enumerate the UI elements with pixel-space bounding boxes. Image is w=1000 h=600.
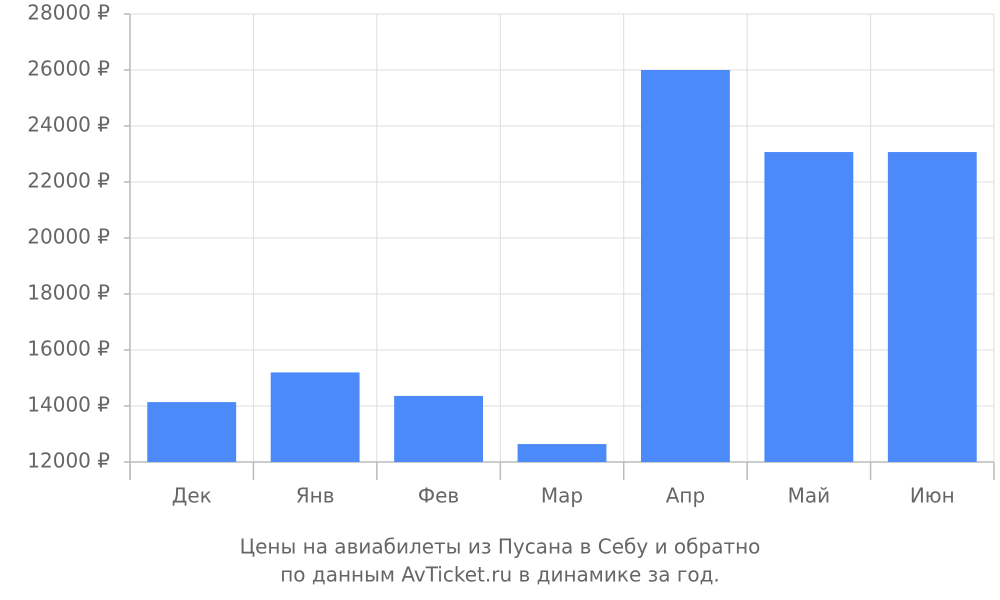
y-tick-label: 22000 ₽ <box>27 169 110 193</box>
bar <box>764 152 854 463</box>
x-tick-label: Фев <box>418 484 459 508</box>
bar <box>887 152 977 463</box>
x-tick-label: Апр <box>666 484 705 508</box>
y-tick-label: 12000 ₽ <box>27 449 110 473</box>
chart-subtitle: по данным AvTicket.ru в динамике за год. <box>280 563 720 587</box>
bar <box>270 372 360 462</box>
x-tick-label: Июн <box>910 484 955 508</box>
x-tick-label: Май <box>788 484 831 508</box>
y-tick-label: 28000 ₽ <box>27 1 110 25</box>
y-tick-label: 18000 ₽ <box>27 281 110 305</box>
y-tick-label: 26000 ₽ <box>27 57 110 81</box>
y-tick-label: 20000 ₽ <box>27 225 110 249</box>
bar <box>640 70 730 462</box>
x-tick-label: Янв <box>296 484 335 508</box>
y-tick-label: 24000 ₽ <box>27 113 110 137</box>
bar <box>394 395 484 462</box>
x-tick-label: Дек <box>172 484 212 508</box>
y-tick-label: 16000 ₽ <box>27 337 110 361</box>
y-tick-label: 14000 ₽ <box>27 393 110 417</box>
bar <box>147 402 237 462</box>
bar <box>517 444 607 462</box>
chart-title: Цены на авиабилеты из Пусана в Себу и об… <box>240 535 761 559</box>
x-tick-label: Мар <box>541 484 583 508</box>
